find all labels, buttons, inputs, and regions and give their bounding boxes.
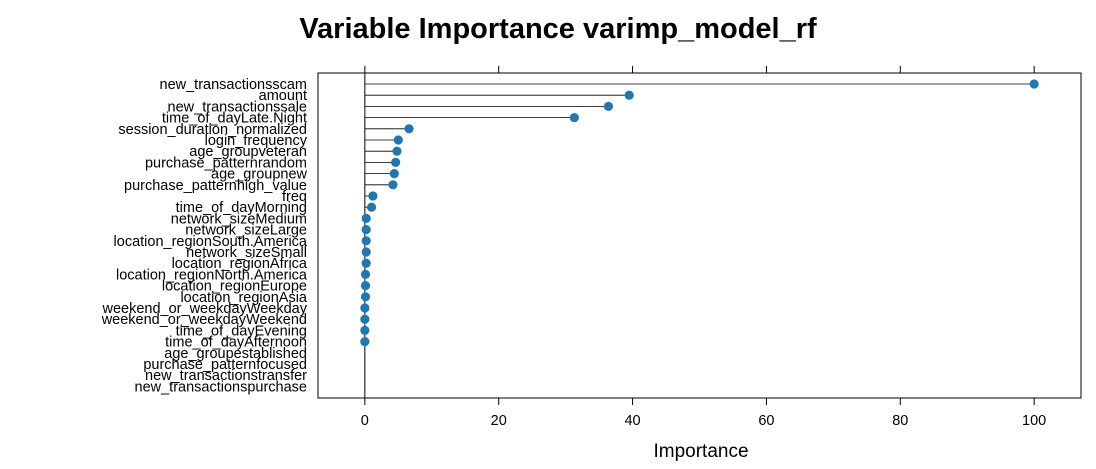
- importance-point: [391, 157, 401, 167]
- importance-point: [404, 124, 414, 134]
- variable-label: time_of_dayEvening: [176, 323, 307, 339]
- importance-point: [389, 169, 399, 179]
- variable-label: new_transactionssale: [168, 99, 307, 115]
- importance-point: [361, 258, 371, 268]
- variable-label: location_regionSouth.America: [114, 234, 308, 250]
- importance-point: [360, 303, 370, 313]
- variable-label: location_regionEurope: [162, 279, 307, 295]
- variable-label: time_of_dayLate.Night: [162, 111, 307, 127]
- variable-label: purchase_patternfocused: [143, 357, 307, 373]
- importance-point: [360, 292, 371, 302]
- variable-label: amount: [259, 88, 307, 104]
- x-tick-label: 80: [892, 413, 908, 429]
- variable-label: time_of_dayMorning: [176, 200, 307, 216]
- importance-point: [361, 213, 371, 223]
- chart-title: Variable Importance varimp_model_rf: [299, 13, 817, 45]
- variable-label: network_sizeMedium: [171, 211, 307, 227]
- variable-label: age_groupnew: [211, 167, 307, 183]
- variable-label: location_regionAsia: [180, 290, 307, 306]
- importance-point: [366, 202, 377, 212]
- variable-label: new_transactionstransfer: [145, 368, 307, 384]
- importance-point: [361, 247, 371, 257]
- importance-point: [624, 90, 634, 100]
- variable-label: purchase_patternrandom: [145, 155, 307, 171]
- importance-point: [360, 337, 370, 347]
- variable-label: age_groupveteran: [189, 144, 307, 160]
- variable-label: age_groupestablished: [164, 346, 307, 362]
- plot-area-frame: [317, 72, 1082, 399]
- x-axis-label: Importance: [653, 441, 748, 462]
- variable-label: session_duration_normalized: [118, 122, 307, 138]
- importance-point: [569, 113, 579, 123]
- importance-point: [1029, 79, 1039, 89]
- variable-label: login_frequency: [205, 133, 308, 149]
- variable-label: purchase_patternhigh_value: [124, 178, 307, 194]
- x-tick-label: 20: [491, 413, 507, 429]
- variable-label: location_regionAfrica: [172, 256, 308, 272]
- importance-point: [388, 180, 398, 190]
- importance-point: [361, 236, 371, 246]
- importance-point: [360, 314, 370, 324]
- variable-label: network_sizeLarge: [185, 223, 307, 239]
- variable-label: location_regionNorth.America: [116, 267, 308, 283]
- importance-point: [360, 325, 370, 335]
- variable-label: network_sizeSmall: [186, 245, 307, 261]
- x-tick-label: 100: [1022, 413, 1046, 429]
- importance-point: [393, 135, 403, 145]
- variable-label: new_transactionsscam: [160, 77, 308, 93]
- x-tick-label: 0: [361, 413, 369, 429]
- variable-label: freq: [282, 189, 307, 205]
- variable-label: weekend_or_weekdayWeekday: [102, 301, 308, 317]
- variable-label: time_of_dayAfternoon: [165, 335, 307, 351]
- importance-point: [603, 101, 614, 111]
- importance-point: [360, 281, 371, 291]
- importance-point: [368, 191, 378, 201]
- variable-label: weekend_or_weekdayWeekend: [101, 312, 307, 328]
- importance-point: [360, 269, 371, 279]
- variable-label: new_transactionspurchase: [135, 379, 308, 395]
- importance-point: [361, 225, 371, 235]
- x-tick-label: 40: [624, 413, 640, 429]
- x-tick-label: 60: [758, 413, 774, 429]
- importance-point: [392, 146, 402, 156]
